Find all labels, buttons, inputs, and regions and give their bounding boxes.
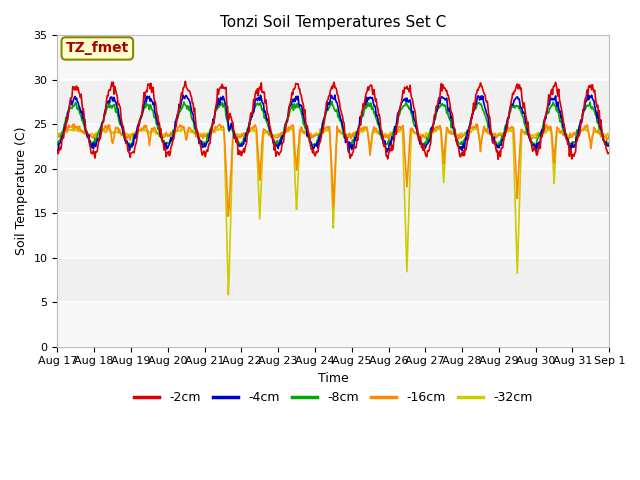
Legend: -2cm, -4cm, -8cm, -16cm, -32cm: -2cm, -4cm, -8cm, -16cm, -32cm — [129, 386, 538, 409]
Bar — [58, 124, 609, 169]
Y-axis label: Soil Temperature (C): Soil Temperature (C) — [15, 127, 28, 255]
Title: Tonzi Soil Temperatures Set C: Tonzi Soil Temperatures Set C — [220, 15, 447, 30]
Bar — [58, 36, 609, 80]
X-axis label: Time: Time — [318, 372, 349, 385]
Bar — [58, 213, 609, 258]
Text: TZ_fmet: TZ_fmet — [66, 41, 129, 56]
Bar — [58, 302, 609, 347]
